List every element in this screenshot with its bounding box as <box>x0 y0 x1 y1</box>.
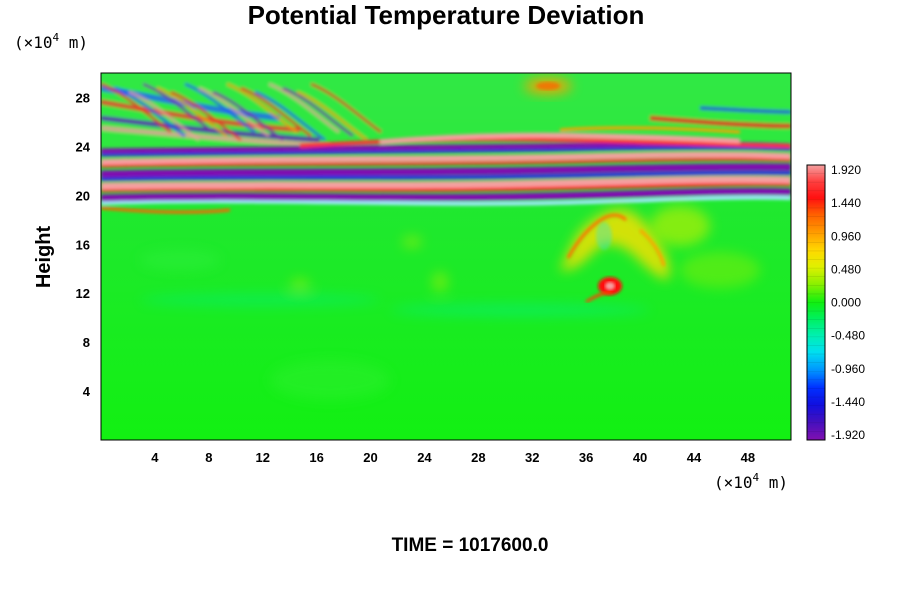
x-tick-label: 32 <box>525 450 539 465</box>
x-tick-label: 20 <box>363 450 377 465</box>
colorbar-tick-label: 0.000 <box>831 296 861 310</box>
x-unit-label: (×104 m) <box>714 471 788 492</box>
x-tick-label: 48 <box>741 450 755 465</box>
y-tick-label: 12 <box>76 286 90 301</box>
y-tick-label: 4 <box>83 384 91 399</box>
y-tick-label: 24 <box>76 139 91 154</box>
colorbar-tick-label: -1.440 <box>831 395 865 409</box>
x-tick-label: 8 <box>205 450 212 465</box>
x-tick-label: 12 <box>255 450 269 465</box>
y-tick-label: 16 <box>76 237 90 252</box>
y-tick-label: 20 <box>76 188 90 203</box>
colorbar: 1.920 1.440 0.960 0.480 0.000 -0.480 -0.960 -1.… <box>806 163 865 442</box>
y-tick-labels: 4 8 12 16 20 24 28 <box>76 90 91 399</box>
plot-area <box>101 73 791 440</box>
convective-plume <box>560 206 760 304</box>
x-tick-label: 28 <box>471 450 485 465</box>
colorbar-tick-label: 0.960 <box>831 229 861 243</box>
x-tick-label: 40 <box>633 450 647 465</box>
time-label: TIME = 1017600.0 <box>392 535 549 556</box>
colorbar-tick-labels: 1.920 1.440 0.960 0.480 0.000 -0.480 -0.960 -1.… <box>831 163 865 442</box>
colorbar-tick-label: 1.920 <box>831 163 861 177</box>
y-tick-label: 8 <box>83 335 90 350</box>
x-tick-label: 44 <box>687 450 702 465</box>
x-tick-label: 16 <box>309 450 323 465</box>
colorbar-tick-label: 1.440 <box>831 196 861 210</box>
colorbar-tick-label: -0.480 <box>831 329 865 343</box>
colorbar-scale <box>807 165 825 440</box>
x-tick-label: 24 <box>417 450 432 465</box>
stratified-bands <box>101 126 791 214</box>
y-unit-label: (×104 m) <box>14 31 88 52</box>
x-tick-label: 36 <box>579 450 593 465</box>
y-axis-label: Height <box>33 226 55 289</box>
plot-frame <box>100 72 792 441</box>
x-tick-labels: 4 8 12 16 20 24 28 32 36 40 44 48 <box>151 450 755 465</box>
chart-title: Potential Temperature Deviation <box>248 0 645 30</box>
y-tick-label: 28 <box>76 90 90 105</box>
colorbar-tick-label: -0.960 <box>831 362 865 376</box>
colorbar-tick-label: 0.480 <box>831 262 861 276</box>
x-tick-label: 4 <box>151 450 159 465</box>
upper-wave-region <box>101 73 791 153</box>
low-level-features <box>140 236 650 400</box>
colorbar-tick-label: -1.920 <box>831 428 865 442</box>
